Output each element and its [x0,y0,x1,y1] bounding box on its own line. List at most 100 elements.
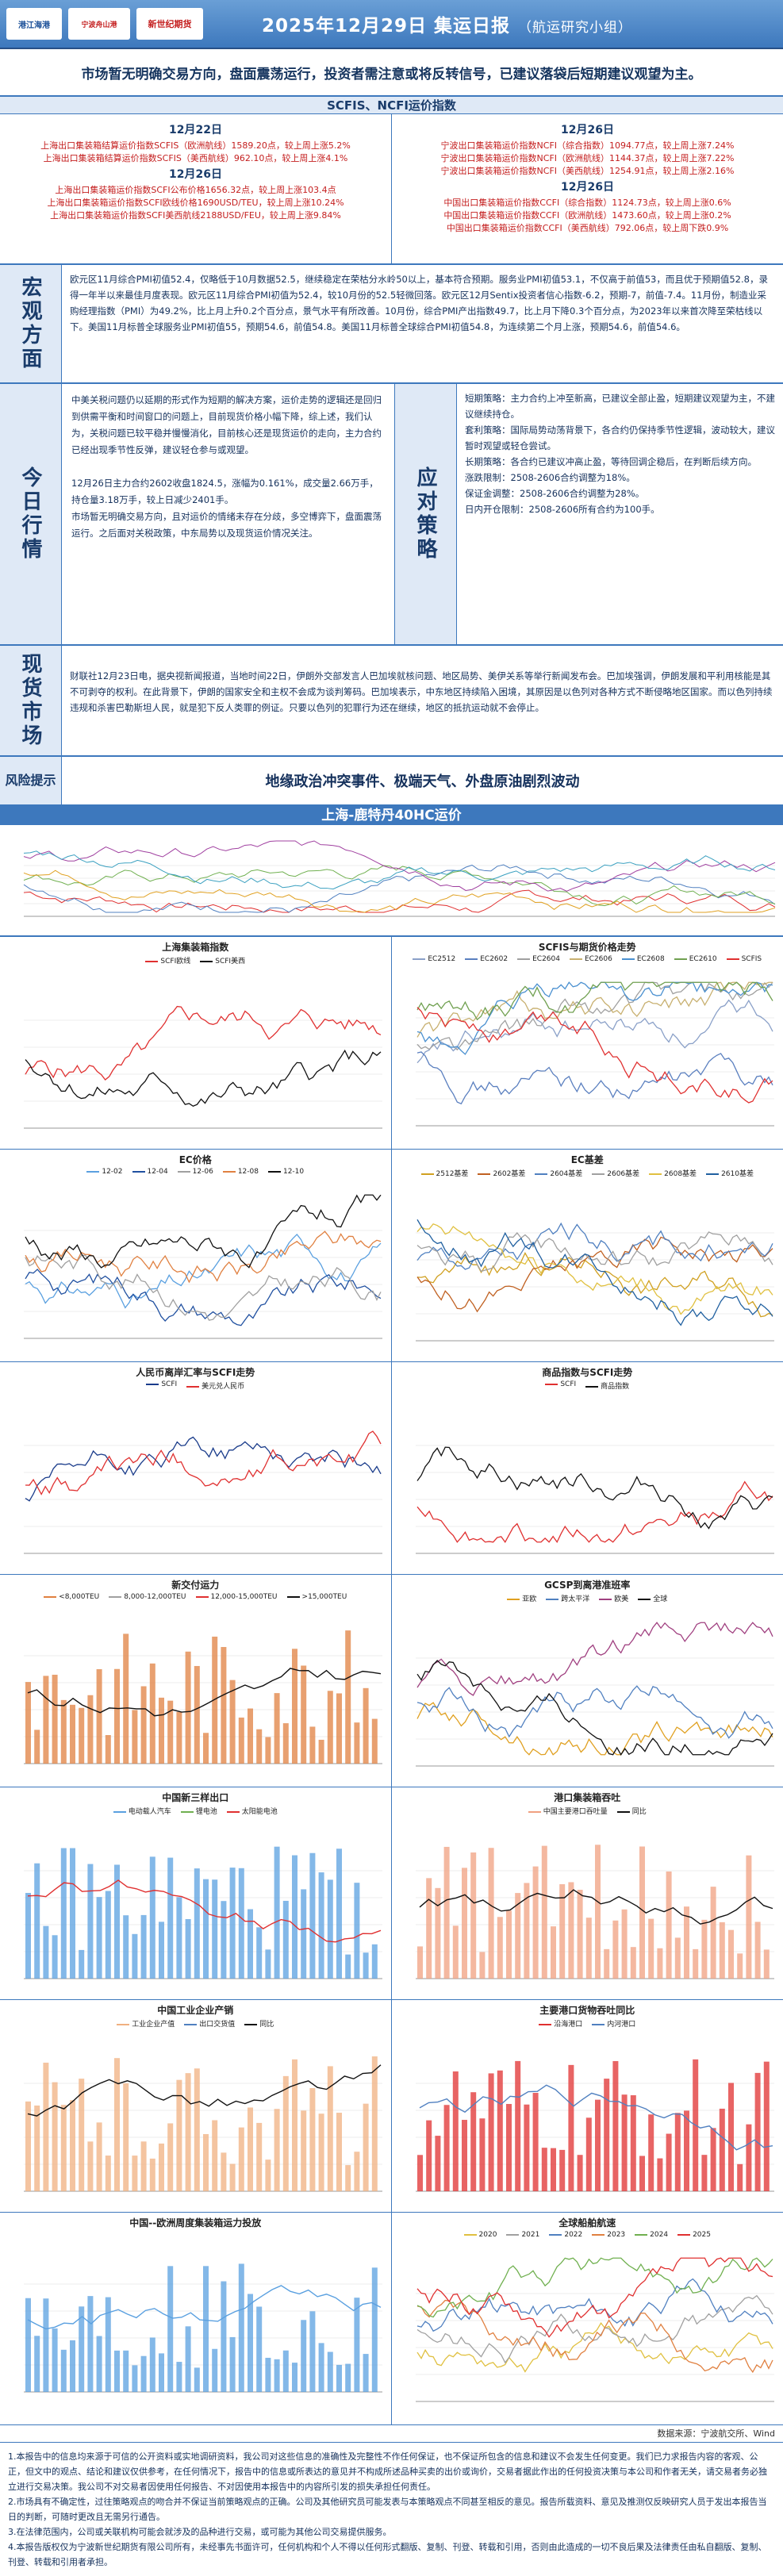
index-left-line: 上海出口集装箱运价指数SCFI欧线价格1690USD/TEU，较上周上涨10.2… [5,197,386,209]
bar-mark [203,1879,209,1979]
legend-item: 锂电池 [181,1806,217,1816]
bar-mark [443,2105,449,2191]
bar-mark [52,2083,58,2191]
bar-mark [34,2336,40,2392]
bar-mark [167,2123,173,2191]
spot-text: 财联社12月23日电，据央视新闻报道，当地时间22日，伊朗外交部发言人巴加埃就核… [62,646,783,755]
bar-mark [532,2093,538,2191]
bar-mark [435,1888,440,1979]
legend-item: 8,000-12,000TEU [109,1593,186,1601]
bar-mark [79,2306,84,2392]
macro-text: 欧元区11月综合PMI初值52.4，仅略低于10月数据52.5，继续稳定在荣枯分… [62,265,783,382]
chart-title: 中国新三样出口 [0,1787,391,1804]
macro-section: 宏观方面 欧元区11月综合PMI初值52.4，仅略低于10月数据52.5，继续稳… [0,265,783,384]
bar-mark [265,1949,271,1979]
chart-panel: 中国--欧洲周度集装箱运力投放 [0,2213,392,2425]
bar-mark [336,1849,342,1979]
bar-mark [506,2104,512,2191]
bar-mark [532,1867,538,1979]
bar-mark [221,1901,226,1979]
bar-mark [256,1927,262,1979]
chart-panel: 中国新三样出口电动载人汽车锂电池太阳能电池 [0,1787,392,2000]
chart-plot [0,2029,390,2211]
legend-item: >15,000TEU [287,1593,347,1601]
bar-mark [61,1700,67,1764]
bar-mark [132,1934,137,1979]
bar-mark [701,1920,707,1979]
bar-mark [585,1918,591,1979]
chart-plot [392,2029,782,2211]
bar-mark [701,2155,707,2191]
bar-mark [345,1955,351,1979]
chart-title: GCSP到离港准班率 [392,1575,783,1591]
chart-panel: GCSP到离港准班率亚欧跨太平洋欧美全球 [392,1575,783,1787]
bar-mark [186,1919,191,1979]
bar-mark [25,1893,31,1979]
bar-mark [194,2367,200,2392]
bar-mark [265,1737,271,1764]
bar-mark [345,1630,351,1764]
chart-title: SCFIS与期货价格走势 [392,937,783,954]
legend-item: 出口交货值 [184,2018,235,2029]
route-chart [0,825,783,936]
bar-mark [336,1693,342,1764]
spot-label: 现货市场 [0,646,62,755]
today-p2: 12月26日主力合约2602收盘1824.5，涨幅为0.161%，成交量2.66… [71,475,385,509]
bar-mark [719,1922,724,1979]
bar-mark [354,2298,359,2392]
strategy-item: 长期策略：各合约已建议冲高止盈，等待回调企稳后，在判断后续方向。 [465,454,775,470]
bar-mark [551,1926,556,1979]
bar-mark [354,1883,359,1979]
bar-mark [221,1647,226,1764]
bar-mark [194,1868,200,1979]
legend-item: 沿海港口 [539,2018,582,2029]
bar-mark [595,2100,601,2191]
bar-mark [52,1935,58,1979]
index-right-date1: 12月26日 [397,124,778,136]
chart-panel: 主要港口货物吞吐同比沿海港口内河港口 [392,2000,783,2213]
bar-mark [301,1665,306,1764]
bar-mark [657,2159,662,2191]
bar-mark [70,1849,75,1979]
legend-item: 同比 [617,1806,647,1816]
bar-mark [106,2298,111,2392]
bar-mark [70,1705,75,1764]
bar-mark [97,1669,102,1764]
chart-plot [0,1176,390,1358]
bar-mark [497,1917,502,1979]
bar-mark [176,1897,182,1979]
bar-mark [568,1882,574,1979]
legend-item: 12-02 [86,1168,122,1176]
bar-mark [684,1906,689,1979]
bar-mark [123,1634,129,1764]
bar-mark [488,1848,493,1979]
chart-panel: 中国工业企业产销工业企业产值出口交货值同比 [0,2000,392,2213]
bar-mark [150,2337,155,2392]
bar-mark [345,2165,351,2191]
bar-mark [43,1926,48,1979]
disclaimer-item: 4.本报告版权仅为宁波新世纪期货有限公司所有，未经事先书面许可，任何机构和个人不… [8,2540,775,2570]
disclaimer: 1.本报告中的信息均来源于可信的公开资料或实地调研资料，我公司对这些信息的准确性… [0,2443,783,2576]
index-right-date2: 12月26日 [397,181,778,194]
bar-mark [212,2349,217,2392]
legend-item: EC2512 [413,955,455,963]
strategy-item: 短期策略：主力合约上冲至新高，已建议全部止盈，短期建议观望为主，不建议继续持仓。 [465,390,775,422]
legend-item: 2024 [635,2231,668,2239]
legend-item: 2604基差 [535,1168,582,1178]
bar-mark [648,1919,654,1979]
bar-mark [106,1735,111,1764]
bar-mark [345,2364,351,2392]
bar-mark [87,1864,93,1979]
chart-title: 商品指数与SCFI走势 [392,1362,783,1379]
bar-mark [754,1921,760,1979]
bar-mark [746,1856,751,1979]
legend-item: 2512基差 [421,1168,469,1178]
chart-plot [0,966,390,1148]
bar-mark [612,1921,618,1979]
